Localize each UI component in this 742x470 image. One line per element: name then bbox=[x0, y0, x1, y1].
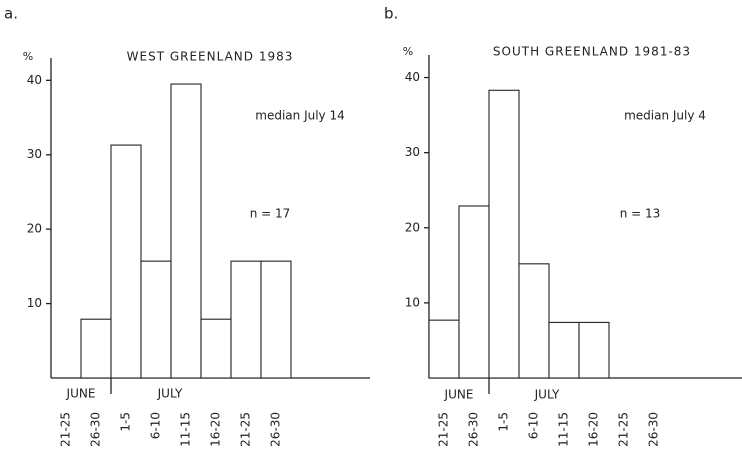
y-tick-label: 30 bbox=[405, 145, 420, 159]
y-tick-label: 20 bbox=[405, 220, 420, 234]
annotation: median July 4 bbox=[624, 109, 706, 123]
panel-label: b. bbox=[384, 5, 398, 23]
y-tick-label: 10 bbox=[27, 296, 42, 310]
bar bbox=[458, 205, 490, 379]
bar bbox=[518, 263, 550, 379]
x-tick-label: 11-15 bbox=[179, 412, 193, 447]
annotation: n = 17 bbox=[250, 207, 291, 221]
month-label: JULY bbox=[157, 387, 183, 401]
x-tick-label: 26-30 bbox=[269, 412, 283, 447]
x-tick-label: 6-10 bbox=[527, 412, 541, 439]
bar bbox=[230, 260, 262, 379]
chart-title: SOUTH GREENLAND 1981-83 bbox=[493, 45, 691, 59]
bar bbox=[578, 321, 610, 379]
x-tick-label: 6-10 bbox=[149, 412, 163, 439]
month-label: JULY bbox=[534, 388, 560, 402]
x-tick-label: 21-25 bbox=[437, 412, 451, 447]
bar bbox=[488, 89, 520, 379]
bar bbox=[80, 318, 112, 379]
x-tick-label: 1-5 bbox=[497, 412, 511, 432]
x-tick-label: 26-30 bbox=[647, 412, 661, 447]
y-tick-label: 40 bbox=[27, 73, 42, 87]
annotation: n = 13 bbox=[620, 207, 661, 221]
bar bbox=[548, 321, 580, 379]
bar bbox=[428, 319, 460, 379]
bar bbox=[140, 260, 172, 379]
x-tick-label: 26-30 bbox=[89, 412, 103, 447]
month-label: JUNE bbox=[66, 387, 96, 401]
annotation: median July 14 bbox=[255, 109, 344, 123]
chart-title: WEST GREENLAND 1983 bbox=[127, 50, 294, 64]
x-tick-label: 11-15 bbox=[557, 412, 571, 447]
month-label: JUNE bbox=[444, 388, 474, 402]
y-axis-label: % bbox=[403, 45, 413, 58]
x-tick-label: 21-25 bbox=[239, 412, 253, 447]
x-tick-label: 1-5 bbox=[119, 412, 133, 432]
panel-label: a. bbox=[4, 5, 18, 23]
x-tick-label: 16-20 bbox=[209, 412, 223, 447]
y-axis-label: % bbox=[23, 50, 33, 63]
bar bbox=[260, 260, 292, 379]
bar bbox=[200, 318, 232, 379]
bar bbox=[170, 83, 202, 379]
x-tick-label: 21-25 bbox=[59, 412, 73, 447]
x-tick-label: 26-30 bbox=[467, 412, 481, 447]
y-tick-label: 10 bbox=[405, 295, 420, 309]
x-tick-label: 16-20 bbox=[587, 412, 601, 447]
y-tick-label: 30 bbox=[27, 147, 42, 161]
bar bbox=[110, 144, 142, 379]
x-tick-label: 21-25 bbox=[617, 412, 631, 447]
y-tick-label: 40 bbox=[405, 70, 420, 84]
y-tick-label: 20 bbox=[27, 222, 42, 236]
